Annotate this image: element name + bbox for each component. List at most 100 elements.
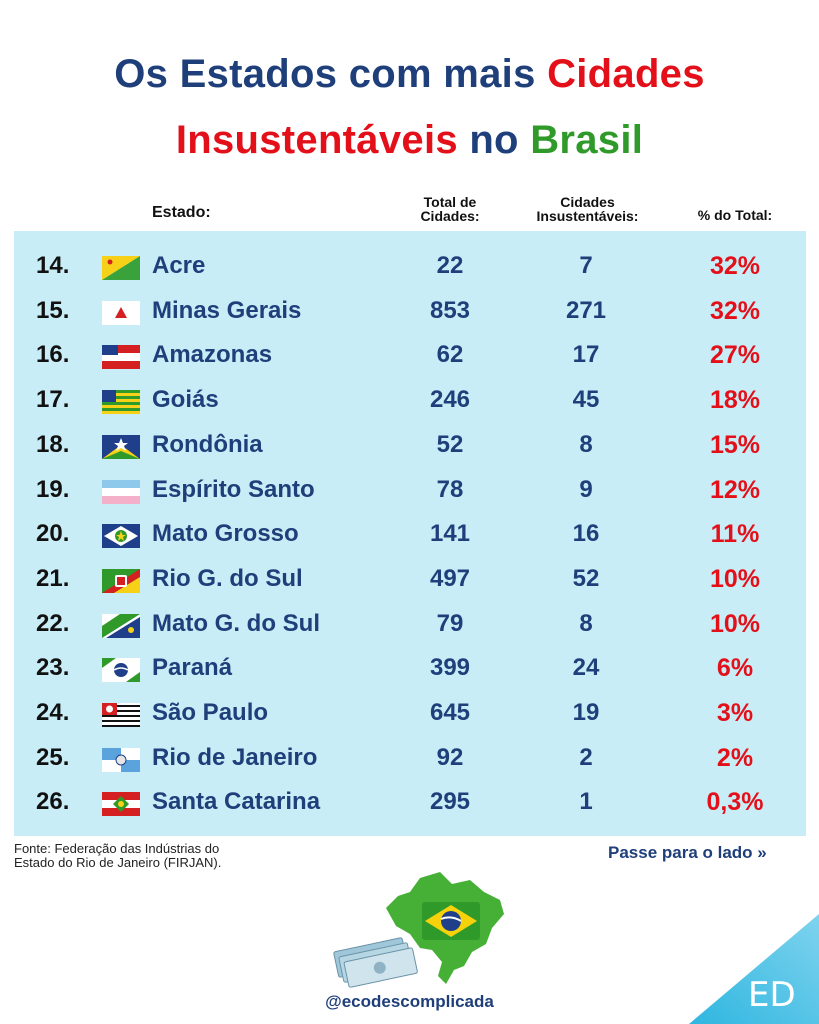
- header-total-line2: Cidades:: [420, 208, 480, 224]
- row-percent: 32%: [709, 296, 761, 325]
- row-total-cities: 62: [436, 341, 464, 369]
- header-insust-line2: Insustentáveis:: [536, 208, 639, 224]
- row-state: São Paulo: [152, 699, 269, 726]
- table-row: 15. Minas Gerais 853 271 32%: [14, 291, 806, 335]
- row-percent: 6%: [716, 654, 754, 683]
- header-insust-line1: Cidades: [560, 194, 615, 210]
- row-state: Rondônia: [152, 430, 263, 458]
- row-rank: 25.: [36, 743, 70, 771]
- row-unsustainable-cities: 2: [579, 743, 593, 771]
- row-unsustainable-cities: 8: [579, 430, 593, 458]
- amazonas-flag-icon: [102, 345, 140, 370]
- minas-gerais-flag-icon: [102, 300, 140, 325]
- source-line2: Estado do Rio de Janeiro (FIRJAN).: [14, 855, 222, 870]
- table-row: 23. Paraná 399 24 6%: [14, 648, 806, 692]
- mato-grosso-flag-icon: [102, 524, 140, 549]
- table-row: 16. Amazonas 62 17 27%: [14, 335, 806, 379]
- row-state: Rio de Janeiro: [152, 743, 318, 771]
- row-unsustainable-cities: 16: [572, 520, 600, 548]
- row-state: Rio G. do Sul: [152, 564, 303, 592]
- row-unsustainable-cities: 271: [565, 296, 607, 324]
- brazil-map-icon: [386, 872, 504, 984]
- title-part1: Os Estados com mais: [114, 52, 548, 96]
- page-title-line2: Insustentáveis no Brasil: [0, 118, 819, 163]
- row-percent: 2%: [716, 743, 754, 772]
- row-percent: 18%: [709, 386, 761, 415]
- title-part2: Cidades: [547, 52, 705, 96]
- row-state: Espírito Santo: [152, 475, 315, 503]
- parana-flag-icon: [102, 658, 140, 683]
- row-percent: 32%: [709, 252, 761, 280]
- row-rank: 23.: [36, 654, 70, 682]
- row-total-cities: 92: [436, 743, 464, 771]
- table-row: 21. Rio G. do Sul 497 52 10%: [14, 559, 806, 603]
- rio-grande-do-sul-flag-icon: [102, 568, 140, 593]
- row-total-cities: 399: [429, 654, 471, 682]
- rondonia-flag-icon: [102, 434, 140, 459]
- row-state: Goiás: [152, 386, 219, 414]
- row-percent: 11%: [710, 520, 760, 549]
- title-part3: Insustentáveis: [175, 118, 458, 162]
- mato-grosso-do-sul-flag-icon: [102, 613, 140, 638]
- title-part5: Brasil: [530, 118, 644, 162]
- row-percent: 12%: [709, 475, 761, 504]
- sao-paulo-flag-icon: [102, 703, 140, 727]
- row-percent: 27%: [709, 341, 761, 370]
- swipe-hint[interactable]: Passe para o lado »: [608, 843, 767, 862]
- brand-logo: ED: [748, 975, 796, 1015]
- row-rank: 20.: [36, 520, 70, 548]
- row-percent: 0,3%: [706, 788, 764, 817]
- row-total-cities: 497: [429, 564, 471, 592]
- rio-de-janeiro-flag-icon: [102, 747, 140, 772]
- row-unsustainable-cities: 8: [579, 609, 593, 637]
- table-row: 25. Rio de Janeiro 92 2 2%: [14, 738, 806, 782]
- row-total-cities: 246: [429, 386, 471, 414]
- table-row: 14. Acre 22 7 32%: [14, 246, 806, 290]
- row-unsustainable-cities: 9: [579, 475, 593, 503]
- row-rank: 21.: [36, 564, 70, 592]
- corner-triangle: [689, 914, 819, 1024]
- row-state: Acre: [152, 252, 206, 279]
- espirito-santo-flag-icon: [102, 479, 140, 504]
- row-unsustainable-cities: 19: [572, 699, 600, 726]
- row-percent: 10%: [709, 564, 761, 593]
- goias-flag-icon: [102, 390, 140, 415]
- table-row: 17. Goiás 246 45 18%: [14, 380, 806, 424]
- row-rank: 18.: [36, 430, 70, 458]
- row-unsustainable-cities: 45: [572, 386, 600, 414]
- row-rank: 16.: [36, 341, 70, 369]
- row-total-cities: 141: [429, 520, 471, 548]
- row-total-cities: 22: [436, 252, 464, 279]
- table-panel: [14, 231, 806, 836]
- row-rank: 24.: [36, 699, 70, 726]
- table-row: 18. Rondônia 52 8 15%: [14, 425, 806, 469]
- header-total-line1: Total de: [423, 194, 477, 210]
- row-rank: 22.: [36, 609, 70, 637]
- row-percent: 15%: [709, 430, 761, 459]
- row-unsustainable-cities: 7: [579, 252, 593, 279]
- row-percent: 3%: [716, 699, 754, 727]
- row-total-cities: 295: [429, 788, 471, 816]
- santa-catarina-flag-icon: [102, 792, 140, 817]
- table-row: 20. Mato Grosso 141 16 11%: [14, 514, 806, 558]
- page-title-line1: Os Estados com mais Cidades: [0, 52, 819, 97]
- row-state: Mato Grosso: [152, 520, 299, 548]
- row-rank: 15.: [36, 296, 70, 324]
- money-bills-icon: [333, 937, 418, 988]
- row-total-cities: 79: [436, 609, 464, 637]
- title-part4: no: [457, 118, 531, 162]
- row-rank: 14.: [36, 252, 70, 279]
- row-state: Mato G. do Sul: [152, 609, 320, 637]
- header-insustentaveis: Cidades Insustentáveis:: [520, 195, 655, 223]
- source-line1: Fonte: Federação das Indústrias do: [14, 841, 220, 856]
- row-rank: 26.: [36, 788, 70, 816]
- row-unsustainable-cities: 52: [572, 564, 600, 592]
- row-state: Minas Gerais: [152, 296, 302, 324]
- row-percent: 10%: [709, 609, 761, 638]
- table-row: 24. São Paulo 645 19 3%: [14, 693, 806, 737]
- row-rank: 19.: [36, 475, 70, 503]
- header-estado: Estado:: [152, 204, 211, 221]
- table-row: 22. Mato G. do Sul 79 8 10%: [14, 604, 806, 648]
- account-handle[interactable]: @ecodescomplicada: [325, 992, 494, 1011]
- row-state: Paraná: [152, 654, 233, 682]
